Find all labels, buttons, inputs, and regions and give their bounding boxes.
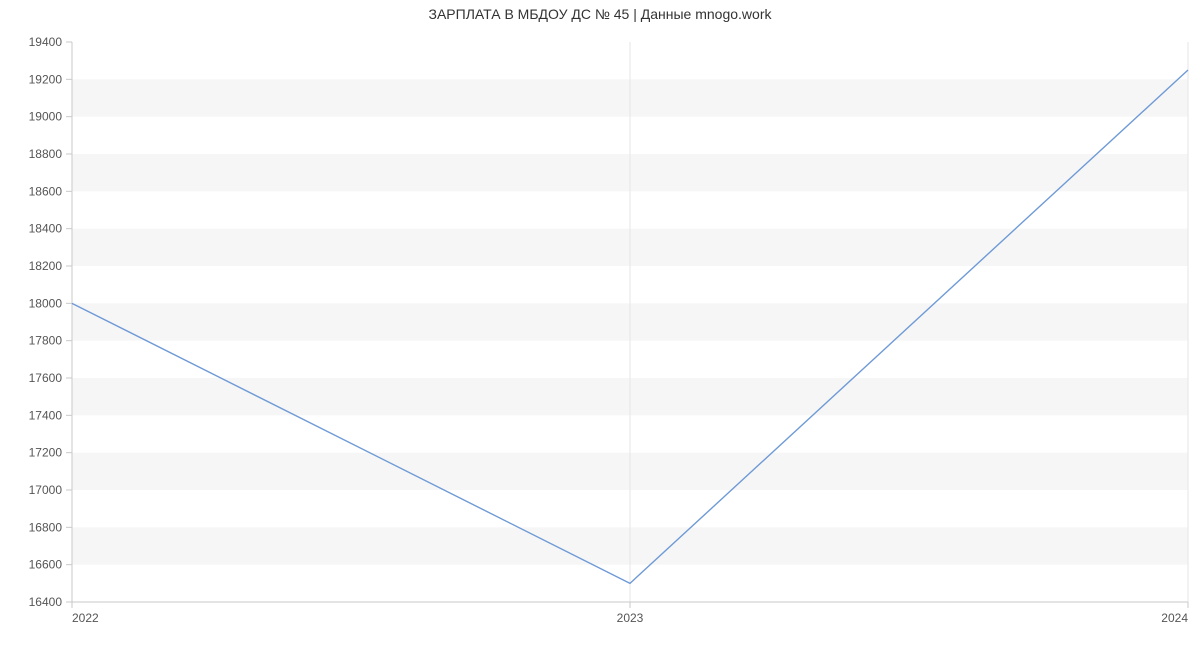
y-tick-label: 17000 [29,483,63,497]
chart-svg: 16400 16600 16800 17000 17200 17400 17600 17800… [0,0,1200,650]
y-tick-label: 16800 [29,520,63,534]
y-tick-label: 19200 [29,72,63,86]
y-tick-label: 19400 [29,35,63,49]
y-tick-label: 18000 [29,296,63,310]
y-tick-label: 17800 [29,334,63,348]
y-tick-label: 18200 [29,259,63,273]
x-tick-label: 2024 [1161,611,1188,625]
x-tick-label: 2023 [617,611,644,625]
y-tick-label: 16600 [29,558,63,572]
y-tick-label: 18800 [29,147,63,161]
y-tick-label: 18400 [29,222,63,236]
y-tick-label: 17600 [29,371,63,385]
y-tick-label: 18600 [29,184,63,198]
y-tick-label: 17200 [29,446,63,460]
x-tick-label: 2022 [72,611,99,625]
salary-line-chart: ЗАРПЛАТА В МБДОУ ДС № 45 | Данные mnogo.… [0,0,1200,650]
y-tick-label: 19000 [29,110,63,124]
y-tick-label: 16400 [29,595,63,609]
y-tick-label: 17400 [29,408,63,422]
